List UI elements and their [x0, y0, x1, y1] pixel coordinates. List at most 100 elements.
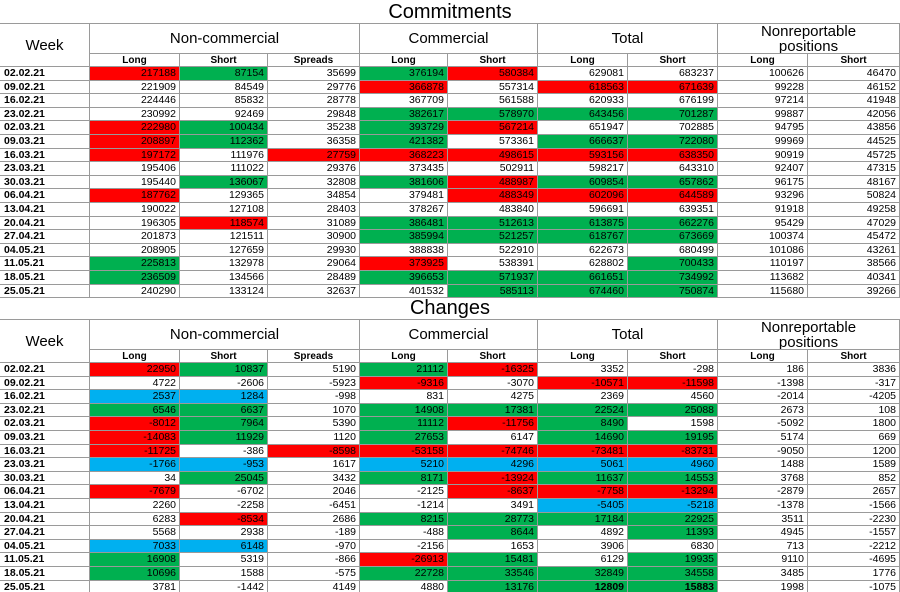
value-cell: -7758	[538, 485, 628, 499]
value-cell: 33546	[448, 567, 538, 581]
week-cell: 30.03.21	[0, 175, 90, 190]
value-cell: 29848	[268, 107, 360, 122]
value-cell: 91918	[718, 203, 808, 217]
value-cell: 121511	[180, 230, 268, 244]
value-cell: 1588	[180, 567, 268, 581]
column-header: Spreads	[268, 350, 360, 363]
value-cell: 19195	[628, 431, 718, 445]
week-cell: 06.04.21	[0, 189, 90, 203]
value-cell: -5923	[268, 376, 360, 391]
value-cell: 225813	[90, 257, 180, 271]
value-cell: 701287	[628, 107, 718, 122]
value-cell: 488987	[448, 175, 538, 190]
value-cell: 5174	[718, 431, 808, 445]
value-cell: 99969	[718, 135, 808, 149]
value-cell: 129365	[180, 189, 268, 203]
value-cell: -8598	[268, 444, 360, 459]
column-header: Short	[448, 54, 538, 67]
value-cell: 42056	[808, 107, 900, 122]
value-cell: 722080	[628, 135, 718, 149]
value-cell: -7679	[90, 485, 180, 499]
value-cell: 385994	[360, 230, 448, 244]
value-cell: 638350	[628, 148, 718, 163]
value-cell: 25088	[628, 403, 718, 418]
value-cell: 628802	[538, 257, 628, 271]
value-cell: 87154	[180, 67, 268, 81]
value-cell: 47315	[808, 162, 900, 176]
value-cell: -2212	[808, 539, 900, 554]
value-cell: 92469	[180, 107, 268, 122]
value-cell: 8490	[538, 417, 628, 431]
value-cell: 133124	[180, 284, 268, 299]
value-cell: 4892	[538, 526, 628, 540]
week-cell: 18.05.21	[0, 271, 90, 285]
value-cell: 643456	[538, 107, 628, 122]
value-cell: -9050	[718, 444, 808, 459]
value-cell: 8171	[360, 471, 448, 486]
value-cell: 673669	[628, 230, 718, 244]
value-cell: 4296	[448, 458, 538, 472]
value-cell: 831	[360, 390, 448, 404]
value-cell: -16325	[448, 363, 538, 377]
week-cell: 09.02.21	[0, 376, 90, 391]
value-cell: 230992	[90, 107, 180, 122]
value-cell: 3491	[448, 499, 538, 513]
column-header: Short	[628, 350, 718, 363]
value-cell: 498615	[448, 148, 538, 163]
value-cell: 502911	[448, 162, 538, 176]
value-cell: 393729	[360, 121, 448, 135]
value-cell: 5210	[360, 458, 448, 472]
week-cell: 20.04.21	[0, 512, 90, 527]
value-cell: 95429	[718, 216, 808, 231]
value-cell: 112362	[180, 135, 268, 149]
value-cell: 4960	[628, 458, 718, 472]
value-cell: -4205	[808, 390, 900, 404]
value-cell: -998	[268, 390, 360, 404]
value-cell: -14083	[90, 431, 180, 445]
value-cell: 2938	[180, 526, 268, 540]
value-cell: 3768	[718, 471, 808, 486]
value-cell: -317	[808, 376, 900, 391]
value-cell: 40341	[808, 271, 900, 285]
value-cell: 27653	[360, 431, 448, 445]
value-cell: 3511	[718, 512, 808, 527]
value-cell: -5405	[538, 499, 628, 513]
value-cell: -6451	[268, 499, 360, 513]
value-cell: 132978	[180, 257, 268, 271]
value-cell: -6702	[180, 485, 268, 499]
value-cell: 22950	[90, 363, 180, 377]
value-cell: 97214	[718, 94, 808, 108]
value-cell: -74746	[448, 444, 538, 459]
value-cell: 11929	[180, 431, 268, 445]
value-cell: 6147	[448, 431, 538, 445]
value-cell: 127659	[180, 243, 268, 258]
value-cell: 8215	[360, 512, 448, 527]
value-cell: 1776	[808, 567, 900, 581]
value-cell: 6283	[90, 512, 180, 527]
value-cell: 208897	[90, 135, 180, 149]
value-cell: 713	[718, 539, 808, 554]
week-cell: 23.03.21	[0, 162, 90, 176]
week-cell: 30.03.21	[0, 471, 90, 486]
group-header: Non-commercial	[90, 24, 360, 54]
value-cell: 4560	[628, 390, 718, 404]
value-cell: 700433	[628, 257, 718, 271]
value-cell: 373925	[360, 257, 448, 271]
value-cell: -970	[268, 539, 360, 554]
column-header: Long	[538, 350, 628, 363]
value-cell: -1442	[180, 580, 268, 592]
value-cell: 208905	[90, 243, 180, 258]
value-cell: 386481	[360, 216, 448, 231]
value-cell: 29064	[268, 257, 360, 271]
value-cell: 567214	[448, 121, 538, 135]
value-cell: 11112	[360, 417, 448, 431]
value-cell: 31089	[268, 216, 360, 231]
group-header: Nonreportable positions	[718, 320, 900, 350]
value-cell: 388838	[360, 243, 448, 258]
value-cell: 22925	[628, 512, 718, 527]
value-cell: -10571	[538, 376, 628, 391]
value-cell: 197172	[90, 148, 180, 163]
value-cell: 100626	[718, 67, 808, 81]
value-cell: 30900	[268, 230, 360, 244]
week-cell: 02.02.21	[0, 363, 90, 377]
